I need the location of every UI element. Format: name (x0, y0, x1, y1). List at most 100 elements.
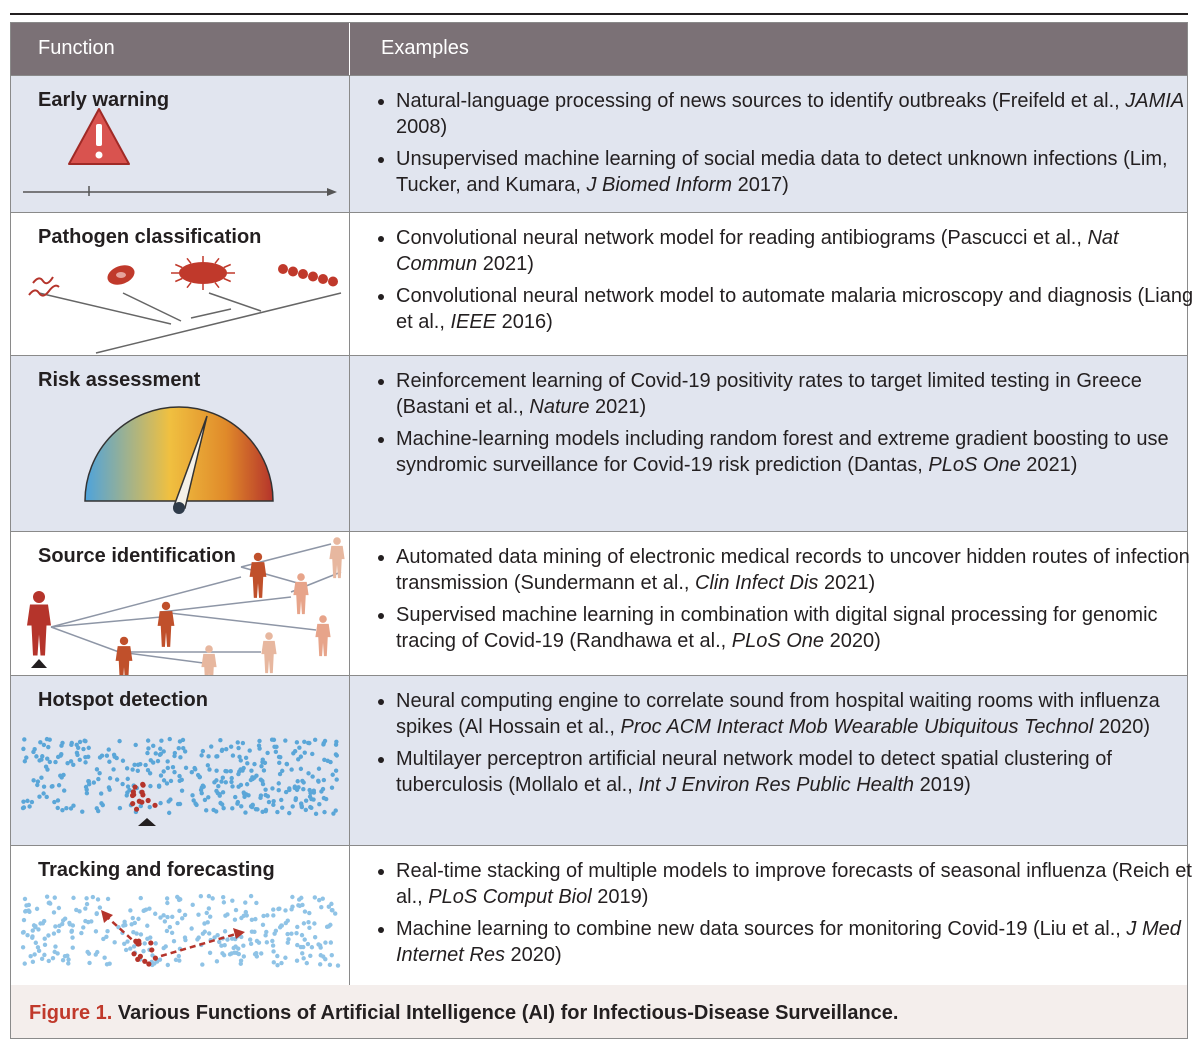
dot (164, 928, 170, 934)
example-item: Supervised machine learning in combinati… (396, 602, 1196, 654)
dot (168, 778, 174, 784)
dot (207, 931, 212, 936)
dot (134, 931, 139, 936)
coccus (288, 266, 298, 277)
dot (153, 941, 158, 946)
dot (308, 953, 313, 959)
dot (247, 748, 252, 753)
dot (230, 753, 236, 758)
dot (316, 766, 322, 771)
arrow-head (101, 910, 113, 923)
dot (333, 808, 338, 813)
dot (96, 808, 101, 814)
dot (52, 949, 57, 955)
dot (165, 900, 170, 906)
dot (129, 922, 134, 927)
dot (236, 745, 241, 751)
dot (290, 894, 295, 900)
dot (193, 767, 198, 772)
dot (69, 928, 75, 934)
dot (155, 758, 161, 764)
dot (290, 804, 295, 809)
dot (53, 759, 58, 765)
example-text: Real-time stacking of multiple models to… (396, 860, 1192, 908)
dot (189, 926, 194, 931)
dot (254, 900, 259, 906)
dot (223, 768, 228, 774)
dot (175, 920, 180, 926)
dot (295, 942, 300, 948)
dot (64, 805, 69, 811)
dot (285, 931, 290, 937)
dot (61, 772, 66, 778)
dot (67, 922, 73, 927)
dot (83, 784, 89, 790)
table: Function Examples Early warning Natural-l… (10, 22, 1193, 986)
dot (37, 794, 42, 799)
dot (293, 797, 298, 803)
dot (138, 932, 144, 937)
column-divider (349, 356, 350, 531)
trend-arrow (160, 932, 237, 958)
dot (21, 799, 26, 804)
dot (240, 768, 245, 773)
dot (221, 900, 227, 905)
dot (55, 805, 60, 811)
dot (270, 938, 275, 944)
dot (243, 810, 248, 815)
dot (53, 924, 58, 929)
dot (276, 781, 281, 786)
dot (287, 810, 292, 816)
dot (98, 791, 104, 796)
cilium (186, 282, 192, 289)
hotspot-dot (130, 801, 136, 807)
function-label: Hotspot detection (38, 689, 208, 711)
dot (330, 772, 335, 777)
dot (145, 923, 150, 928)
dot (253, 916, 258, 922)
dot (248, 777, 254, 783)
dot (47, 900, 52, 905)
dot (97, 771, 102, 776)
dot (294, 958, 300, 963)
dot (42, 942, 48, 948)
dot (177, 773, 182, 779)
dot (36, 948, 42, 954)
example-text: Natural-language processing of news sour… (396, 90, 1126, 112)
dot (253, 807, 259, 812)
body (157, 611, 175, 647)
dot (272, 931, 277, 936)
hotspot-dot (152, 802, 158, 808)
table-row: Source identification Automated data mini… (11, 531, 1190, 675)
dot (165, 962, 171, 968)
dot (310, 751, 315, 757)
dot (308, 790, 313, 796)
dot (198, 894, 204, 899)
dot (236, 951, 242, 957)
example-text: 2017) (732, 174, 789, 196)
dot (116, 924, 121, 930)
dot (81, 746, 86, 752)
transmission-line (50, 616, 162, 628)
dot (38, 740, 43, 745)
dot (158, 773, 164, 778)
dot (163, 944, 168, 949)
dot (82, 738, 87, 743)
hotspot-dot (129, 792, 136, 799)
dot (239, 915, 244, 921)
example-text: 2020) (824, 630, 881, 652)
dot (292, 749, 298, 754)
dot (195, 772, 201, 778)
dot (290, 904, 295, 909)
dot (83, 906, 88, 911)
dot (316, 779, 321, 784)
dot (333, 768, 339, 773)
example-item: Machine-learning models including random… (396, 426, 1196, 478)
dot (28, 954, 33, 959)
dot (158, 915, 163, 920)
dot (265, 913, 270, 918)
dot (167, 736, 172, 742)
coccus (278, 264, 288, 274)
dot (214, 959, 220, 964)
